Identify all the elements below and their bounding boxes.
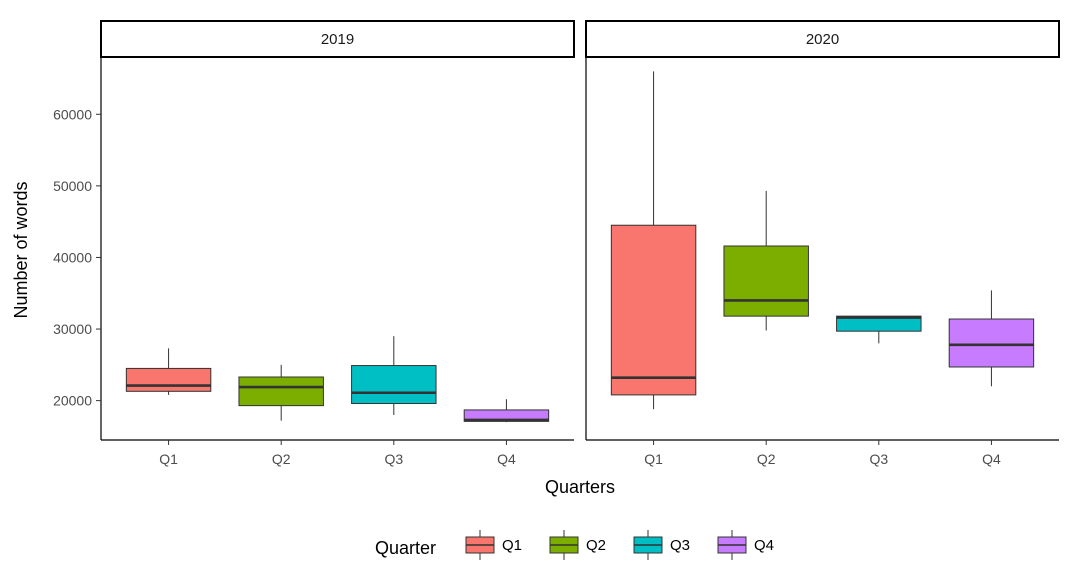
box-2020-Q2: [723, 190, 809, 331]
box-body: [723, 245, 809, 317]
facet-label: 2020: [806, 31, 839, 48]
box-body: [610, 224, 697, 396]
y-axis: 20000 30000 40000 50000 60000: [53, 106, 101, 409]
box-2020-Q3: [836, 315, 922, 344]
box-2020-Q1: [610, 71, 697, 410]
x-axis-title: Quarters: [545, 477, 615, 497]
y-tick-label: 60000: [53, 106, 92, 122]
box-body: [948, 318, 1035, 368]
legend-key-Q4: Q4: [717, 530, 774, 560]
box-body: [836, 315, 922, 332]
box-2019-Q4: [463, 399, 550, 423]
x-tick-label: Q3: [384, 451, 403, 467]
x-tick-label: Q4: [497, 451, 516, 467]
box-2019-Q1: [125, 348, 212, 395]
x-tick-label: Q1: [644, 451, 663, 467]
y-axis-title: Number of words: [11, 181, 31, 318]
x-tick-label: Q4: [982, 451, 1001, 467]
box-2019-Q2: [238, 364, 324, 421]
x-tick-label: Q2: [757, 451, 776, 467]
legend-label: Q4: [754, 537, 774, 554]
legend-key-Q1: Q1: [465, 530, 522, 560]
box-body: [125, 367, 212, 392]
box-2020-Q4: [948, 290, 1035, 387]
panel-2019: 2019 Q1 Q2 Q3 Q4: [100, 20, 575, 467]
y-tick-label: 20000: [53, 393, 92, 409]
x-tick-label: Q3: [869, 451, 888, 467]
box-body: [351, 365, 437, 404]
legend: Quarter Q1 Q2 Q3 Q4: [375, 530, 774, 560]
facet-strip: [585, 20, 1060, 58]
facet-strip: [100, 20, 575, 58]
box-2019-Q3: [351, 336, 437, 415]
x-tick-label: Q2: [272, 451, 291, 467]
legend-label: Q2: [586, 537, 606, 554]
panels-layer: 2019 Q1 Q2 Q3 Q4 2020 Q1 Q2 Q3 Q4: [100, 20, 1060, 467]
box-body: [463, 409, 550, 422]
legend-title: Quarter: [375, 538, 436, 558]
legend-key-Q3: Q3: [633, 530, 690, 560]
box-body: [238, 376, 324, 407]
legend-label: Q3: [670, 537, 690, 554]
legend-label: Q1: [502, 537, 522, 554]
y-tick-label: 50000: [53, 178, 92, 194]
panel-2020: 2020 Q1 Q2 Q3 Q4: [585, 20, 1060, 467]
y-tick-label: 40000: [53, 249, 92, 265]
y-tick-label: 30000: [53, 321, 92, 337]
legend-key-Q2: Q2: [549, 530, 606, 560]
facet-label: 2019: [321, 31, 354, 48]
x-tick-label: Q1: [159, 451, 178, 467]
